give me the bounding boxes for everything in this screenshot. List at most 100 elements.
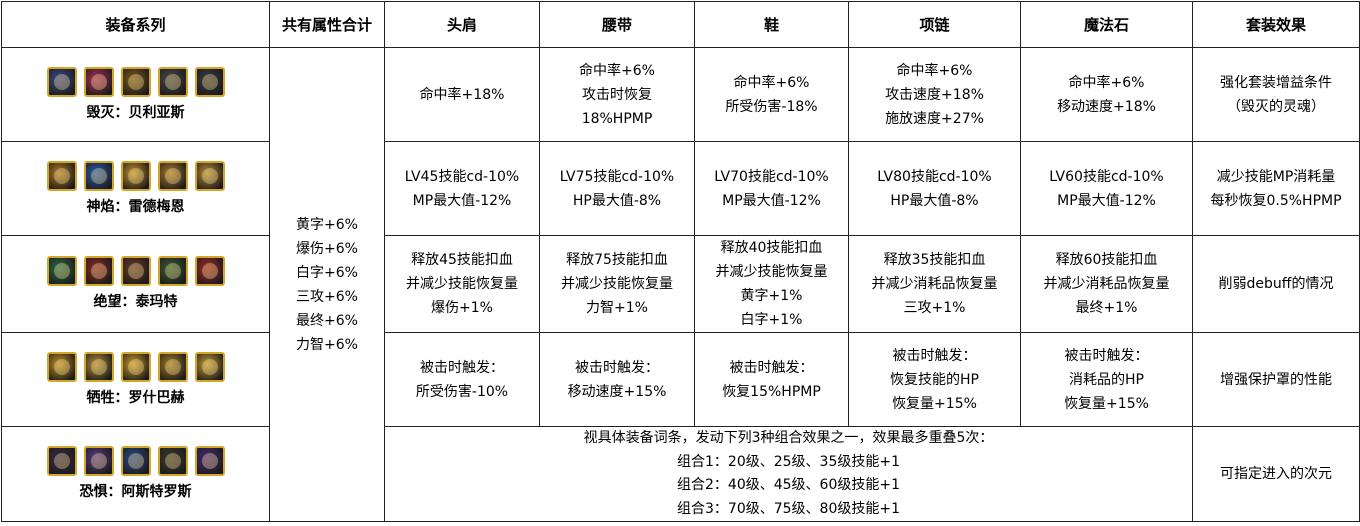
cell-line: 被击时触发： [575,359,659,376]
cell-line: LV75技能cd-10% [559,168,675,185]
cell-line: 被击时触发： [729,359,814,376]
equipment-icon [157,160,188,191]
head-shoulder-cell: 释放45技能扣血 并减少技能恢复量 爆伤+1% [384,235,540,333]
magic-stone-cell: 命中率+6% 移动速度+18% [1020,47,1193,142]
equipment-icon [120,66,151,97]
cell-line: 爆伤+1% [431,300,493,316]
equipment-icon [83,160,114,191]
equipment-icon [46,160,77,191]
series-name: 毁灭：贝利亚斯 [86,104,185,121]
series-cell: 牺牲：罗什巴赫 [1,332,270,427]
equipment-icon [157,351,188,382]
cell-line: 攻击速度+18% [885,86,984,103]
cell-line: MP最大值-12% [412,192,512,209]
cell-line: 黄字+6% [296,216,358,233]
equipment-icon [83,66,114,97]
equipment-icon [120,446,151,476]
necklace-cell: 命中率+6% 攻击速度+18% 施放速度+27% [848,47,1021,142]
cell-line: 爆伤+6% [296,240,358,257]
cell-line: 移动速度+15% [567,383,667,400]
series-name: 绝望：泰玛特 [93,294,178,310]
equipment-icons [4,446,267,476]
cell-line: LV70技能cd-10% [714,168,829,185]
cell-line: （毁灭的灵魂） [1227,98,1325,115]
magic-stone-cell: 被击时触发： 消耗品的HP 恢复量+15% [1020,332,1193,427]
series-name: 恐惧：阿斯特罗斯 [79,484,192,500]
combination-effect-cell: 视具体装备词条，发动下列3种组合效果之一，效果最多重叠5次： 组合1：20级、25… [384,426,1193,522]
set-effect-cell: 强化套装增益条件 （毁灭的灵魂） [1192,47,1360,142]
magic-stone-cell: 释放60技能扣血 并减少消耗品恢复量 最终+1% [1020,235,1193,333]
equipment-icon [194,256,225,286]
cell-line: 被击时触发： [420,359,504,376]
cell-line: 命中率+18% [419,86,505,103]
cell-line: 减少技能MP消耗量 [1216,168,1336,185]
cell-line: 三攻+1% [903,300,966,316]
series-cell: 毁灭：贝利亚斯 [1,47,270,142]
cell-line: 三攻+6% [296,288,358,305]
series-cell: 绝望：泰玛特 [1,235,270,333]
cell-line: 所受伤害-10% [415,383,509,400]
shoes-cell: 释放40技能扣血 并减少技能恢复量 黄字+1% 白字+1% [694,235,849,333]
cell-line: 攻击时恢复 [582,86,652,103]
equipment-icon [157,256,188,286]
set-effect-cell: 减少技能MP消耗量 每秒恢复0.5%HPMP [1192,141,1360,236]
equipment-icons [4,256,267,286]
cell-line: MP最大值-12% [722,192,821,209]
column-header: 套装效果 [1192,1,1360,48]
cell-line: 强化套装增益条件 [1220,74,1332,91]
table-body: 毁灭：贝利亚斯 黄字+6% 爆伤+6% 白字+6% 三攻+6% 最终+6% 力智+6% 命中率… [1,47,1360,522]
equipment-icon [120,351,151,382]
belt-cell: LV75技能cd-10% HP最大值-8% [539,141,695,236]
cell-line: 命中率+6% [896,62,973,79]
cell-line: 释放75技能扣血 [566,252,668,268]
equipment-icon [46,256,77,286]
cell-line: 恢复技能的HP [890,371,979,388]
equipment-icon [46,446,77,476]
cell-line: 黄字+1% [740,288,803,304]
series-cell: 恐惧：阿斯特罗斯 [1,426,270,522]
table-row: 恐惧：阿斯特罗斯 视具体装备词条，发动下列3种组合效果之一，效果最多重叠5次： 组合… [1,426,1360,522]
column-header: 魔法石 [1020,1,1193,48]
cell-line: 所受伤害-18% [725,98,818,115]
belt-cell: 命中率+6% 攻击时恢复 18%HPMP [539,47,695,142]
cell-line: 白字+1% [740,312,803,328]
cell-line: 力智+1% [586,300,648,316]
common-attributes-cell: 黄字+6% 爆伤+6% 白字+6% 三攻+6% 最终+6% 力智+6% [269,47,385,522]
cell-line: 释放40技能扣血 [720,240,823,256]
table-row: 毁灭：贝利亚斯 黄字+6% 爆伤+6% 白字+6% 三攻+6% 最终+6% 力智+6% 命中率… [1,47,1360,522]
column-header: 项链 [848,1,1021,48]
series-cell: 神焰：雷德梅恩 [1,141,270,236]
equipment-icon [83,256,114,286]
equipment-icon [194,160,225,191]
cell-line: 并减少技能恢复量 [715,264,828,280]
cell-line: 视具体装备词条，发动下列3种组合效果之一，效果最多重叠5次： [583,430,994,446]
cell-line: 施放速度+27% [885,110,984,127]
necklace-cell: 释放35技能扣血 并减少消耗品恢复量 三攻+1% [848,235,1021,333]
cell-line: LV45技能cd-10% [404,168,520,185]
equipment-icon [194,66,225,97]
cell-line: 并减少消耗品恢复量 [871,276,998,292]
cell-line: 恢复量+15% [892,395,977,412]
cell-line: 移动速度+18% [1057,98,1156,115]
table-row: 绝望：泰玛特 释放45技能扣血 并减少技能恢复量 爆伤+1% 释放75技能扣血 并减少技能… [1,235,1360,333]
common-attributes-list: 黄字+6% 爆伤+6% 白字+6% 三攻+6% 最终+6% 力智+6% [272,213,382,357]
cell-line: LV60技能cd-10% [1049,168,1164,185]
cell-line: 白字+6% [296,264,358,281]
cell-line: 最终+1% [1075,300,1138,316]
cell-line: 恢复量+15% [1064,395,1149,412]
set-effect-cell: 削弱debuff的情况 [1192,235,1360,333]
cell-line: 并减少消耗品恢复量 [1043,276,1170,292]
cell-line: 释放35技能扣血 [883,252,986,268]
set-effect-cell: 增强保护罩的性能 [1192,332,1360,427]
cell-line: 恢复15%HPMP [722,383,821,400]
belt-cell: 释放75技能扣血 并减少技能恢复量 力智+1% [539,235,695,333]
shoes-cell: 被击时触发： 恢复15%HPMP [694,332,849,427]
cell-line: MP最大值-12% [1057,192,1156,209]
equipment-icon [120,160,151,191]
equipment-icons [4,351,267,382]
cell-line: 18%HPMP [581,110,653,127]
cell-line: 命中率+6% [733,74,810,91]
equipment-icon [83,351,114,382]
column-header: 装备系列 [1,1,270,48]
